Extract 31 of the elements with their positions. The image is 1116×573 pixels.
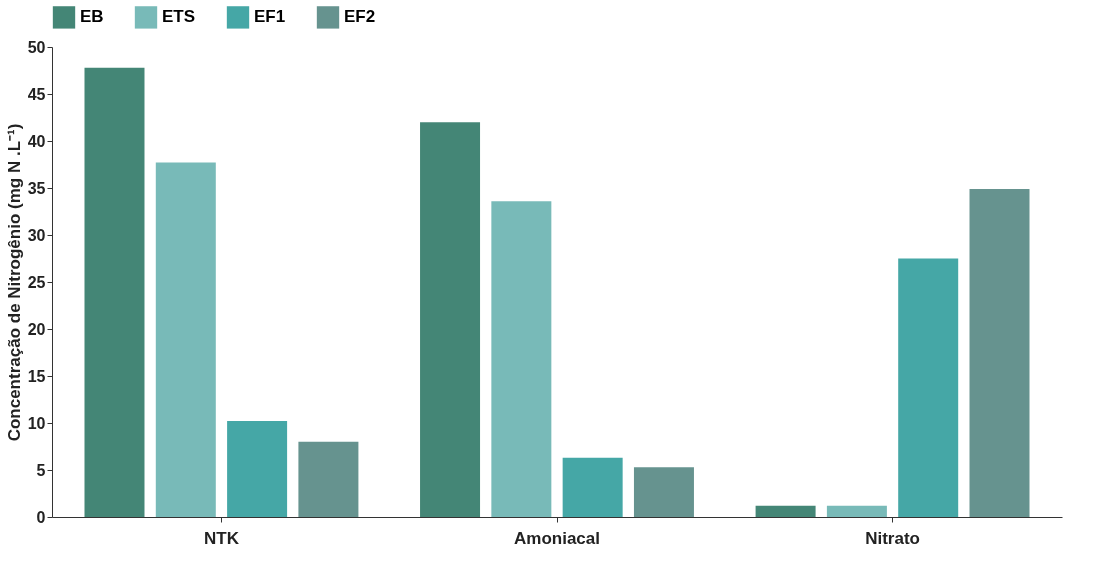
bar [491,201,552,517]
y-tick-label: 40 [27,132,46,150]
legend-label: ETS [162,7,196,27]
y-tick-label: 10 [27,414,46,432]
legend-label: EF1 [254,7,286,27]
bar [298,441,359,517]
y-tick-label: 0 [36,508,46,526]
x-tick-label: Amoniacal [514,528,600,548]
bar [227,421,288,517]
legend-label: EB [80,7,104,27]
y-tick-label: 45 [27,85,46,103]
bar [826,505,887,517]
y-tick-label: 30 [27,226,46,244]
legend-label: EF2 [344,7,376,27]
x-tick-label: Nitrato [865,528,920,548]
y-tick-label: 25 [27,273,46,291]
bar [562,457,623,517]
bar [898,258,959,517]
bar [155,162,216,517]
y-tick-label: 20 [27,320,46,338]
y-tick-label: 5 [36,461,46,479]
y-axis-title: Concentração de Nitrogênio (mg N .L⁻¹) [4,123,24,442]
bar [755,505,816,517]
bar [633,467,694,517]
bar [84,67,145,517]
bar [420,122,481,517]
y-tick-label: 35 [27,179,46,197]
y-tick-label: 50 [27,38,46,56]
y-tick-label: 15 [27,367,46,385]
x-tick-label: NTK [203,528,240,548]
bar [969,188,1030,517]
